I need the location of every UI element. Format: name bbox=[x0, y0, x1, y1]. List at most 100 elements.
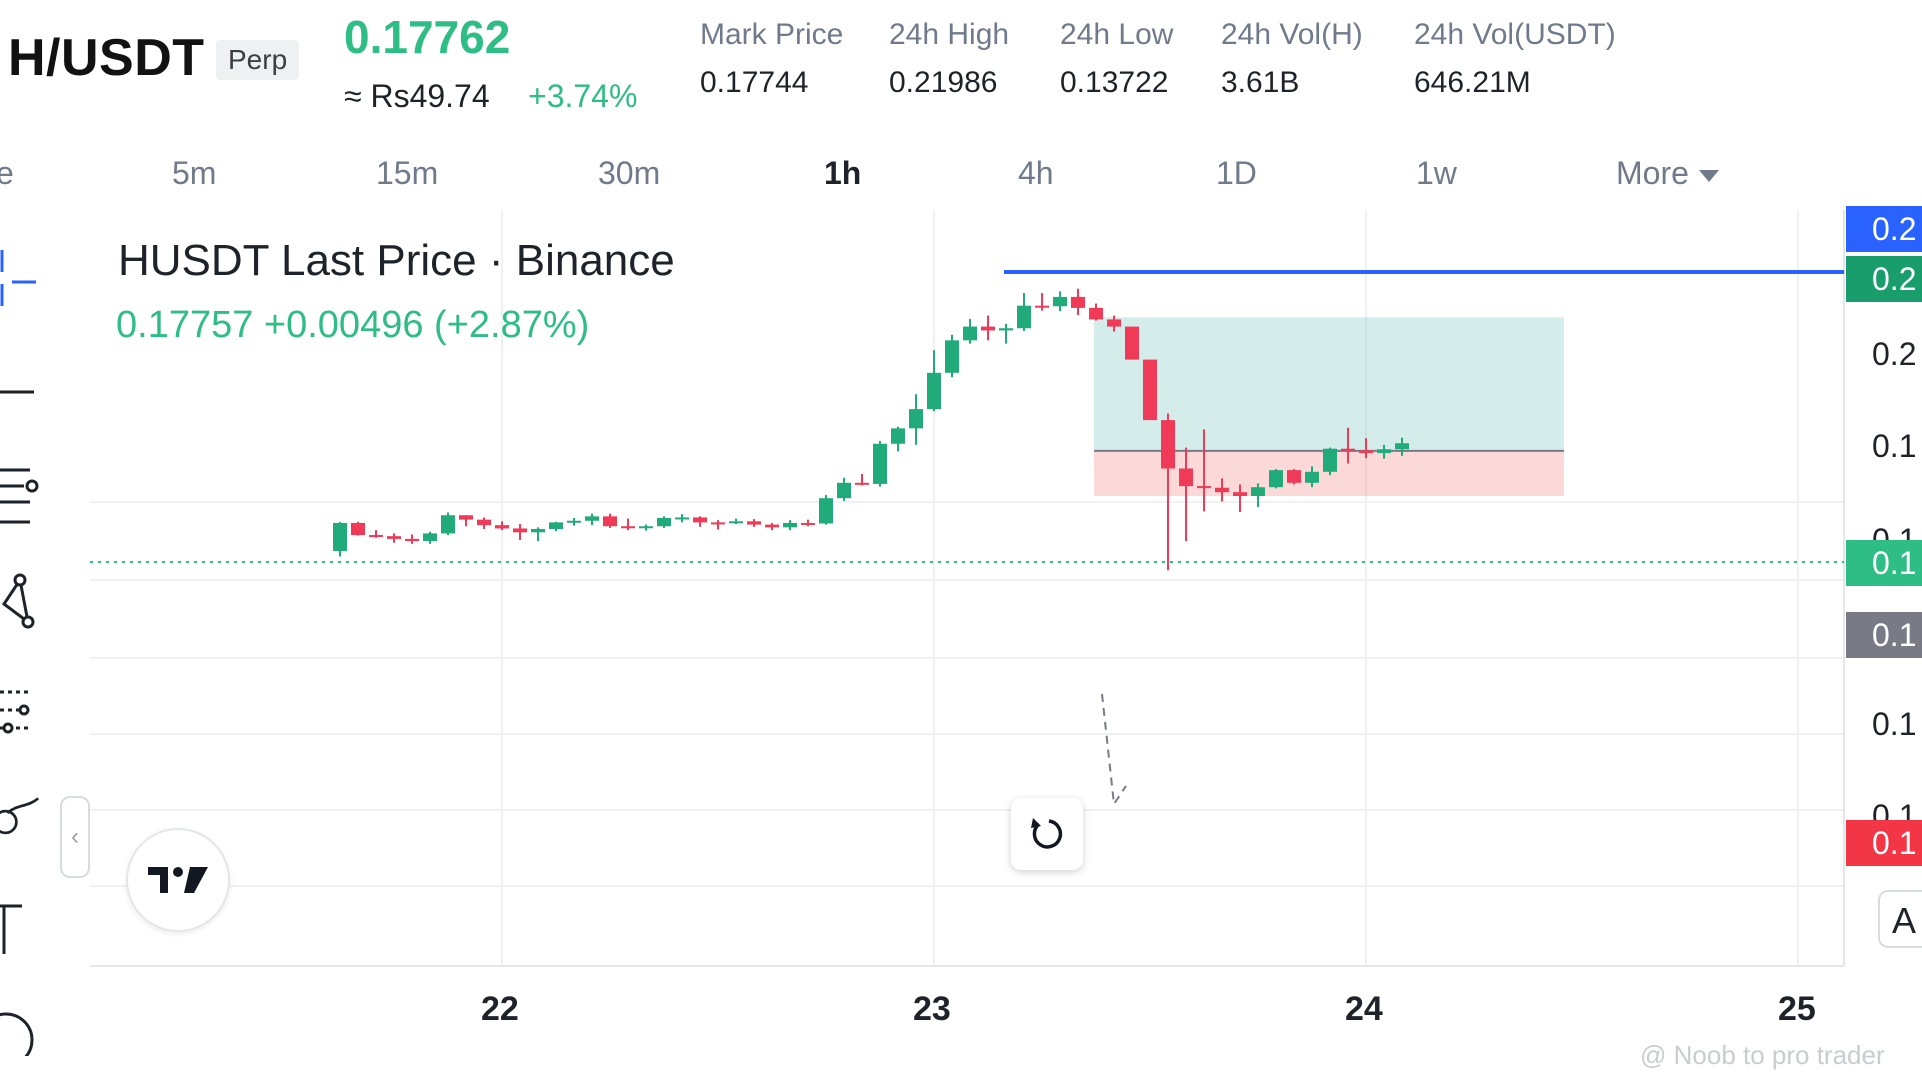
chevron-down-icon bbox=[1698, 169, 1719, 182]
candle-down bbox=[1197, 486, 1211, 489]
candle-down bbox=[1071, 296, 1085, 308]
candle-down bbox=[405, 538, 419, 542]
fib-retracement-icon[interactable] bbox=[0, 462, 40, 532]
tab-1w[interactable]: 1w bbox=[1416, 155, 1457, 191]
candle-up bbox=[945, 340, 959, 373]
pair-symbol[interactable]: H/USDT bbox=[8, 29, 205, 87]
stat-value: 646.21M bbox=[1414, 66, 1531, 99]
trend-line-icon[interactable] bbox=[0, 378, 40, 408]
candle-up bbox=[1053, 296, 1067, 307]
candle-down bbox=[747, 521, 761, 525]
stat-label: Mark Price bbox=[700, 18, 844, 51]
candle-down bbox=[513, 528, 527, 533]
stat-24h-vol-base: 24h Vol(H) 3.61B bbox=[1221, 18, 1363, 100]
stat-value: 3.61B bbox=[1221, 66, 1300, 99]
brush-icon[interactable] bbox=[0, 792, 40, 852]
candle-up bbox=[927, 372, 941, 410]
candle-down bbox=[603, 516, 617, 527]
stat-label: 24h Vol(H) bbox=[1221, 18, 1363, 51]
candle-down bbox=[351, 522, 365, 536]
price-chart[interactable] bbox=[90, 210, 1850, 1000]
candle-down bbox=[711, 522, 725, 525]
candle-up bbox=[1251, 487, 1265, 496]
candle-up bbox=[783, 522, 797, 528]
stat-mark-price: Mark Price 0.17744 bbox=[700, 18, 843, 100]
candle-down bbox=[1125, 326, 1139, 360]
x-axis-label: 25 bbox=[1778, 990, 1816, 1028]
tab-1h[interactable]: 1h bbox=[824, 155, 862, 191]
candle-down bbox=[1233, 492, 1247, 496]
candle-down bbox=[1143, 359, 1157, 421]
candle-down bbox=[1035, 305, 1049, 308]
candle-down bbox=[1341, 448, 1355, 451]
candle-down bbox=[1215, 487, 1229, 493]
stat-24h-high: 24h High 0.21986 bbox=[889, 18, 1009, 100]
change-percent: +3.74% bbox=[528, 78, 638, 114]
candle-up bbox=[819, 498, 833, 524]
tab-5m[interactable]: 5m bbox=[172, 155, 217, 191]
more-timeframes-button[interactable]: More bbox=[1616, 155, 1719, 192]
collapse-toolbar-button[interactable]: ‹ bbox=[60, 796, 90, 878]
candle-down bbox=[459, 515, 473, 520]
candle-up bbox=[729, 521, 743, 524]
stat-value: 0.21986 bbox=[889, 66, 998, 99]
candle-up bbox=[675, 517, 689, 520]
tab-4h[interactable]: 4h bbox=[1018, 155, 1054, 191]
price-badge-current: 0.1 bbox=[1846, 540, 1922, 586]
candle-up bbox=[909, 409, 923, 429]
candle-up bbox=[873, 443, 887, 484]
price-badge-stop: 0.1 bbox=[1846, 820, 1922, 866]
candle-up bbox=[567, 520, 581, 523]
candle-up bbox=[1377, 449, 1391, 454]
stat-24h-vol-usdt: 24h Vol(USDT) 646.21M bbox=[1414, 18, 1616, 100]
price-badge-entry: 0.1 bbox=[1846, 612, 1922, 658]
stat-label: 24h High bbox=[889, 18, 1010, 51]
candle-up bbox=[1323, 448, 1337, 472]
candle-down bbox=[981, 326, 995, 331]
candle-down bbox=[801, 522, 815, 525]
last-price: 0.17762 bbox=[344, 11, 511, 63]
stat-value: 0.13722 bbox=[1060, 66, 1169, 99]
candle-up bbox=[837, 482, 851, 499]
auto-scale-button[interactable]: A bbox=[1878, 890, 1922, 948]
tab-30m[interactable]: 30m bbox=[598, 155, 661, 191]
price-badge-target: 0.2 bbox=[1846, 256, 1922, 302]
stat-label: 24h Vol(USDT) bbox=[1414, 18, 1616, 51]
candle-down bbox=[1287, 470, 1301, 483]
candle-down bbox=[693, 517, 707, 523]
candle-down bbox=[387, 536, 401, 539]
candle-up bbox=[999, 328, 1013, 331]
more-label: More bbox=[1616, 155, 1689, 191]
prediction-icon[interactable] bbox=[0, 684, 40, 744]
measure-icon[interactable] bbox=[0, 1006, 40, 1056]
candle-down bbox=[477, 519, 491, 526]
candle-up bbox=[1395, 443, 1409, 450]
candle-up bbox=[1269, 470, 1283, 488]
x-axis-label: 23 bbox=[913, 990, 951, 1028]
tab-15m[interactable]: 15m bbox=[376, 155, 439, 191]
candle-down bbox=[1089, 307, 1103, 320]
tab-partial[interactable]: e bbox=[0, 155, 14, 191]
crosshair-icon[interactable] bbox=[0, 246, 40, 316]
text-icon[interactable] bbox=[0, 900, 40, 960]
watermark: @ Noob to pro trader bbox=[1640, 1040, 1885, 1070]
price-axis-label: 0.2 bbox=[1872, 336, 1917, 372]
candle-up bbox=[441, 515, 455, 534]
candle-down bbox=[1179, 468, 1193, 487]
candle-up bbox=[639, 526, 653, 529]
candle-down bbox=[1107, 319, 1121, 327]
x-axis-label: 22 bbox=[481, 990, 519, 1028]
candle-down bbox=[1359, 450, 1373, 454]
x-axis-label: 24 bbox=[1345, 990, 1383, 1028]
candle-down bbox=[1161, 420, 1175, 469]
rotate-icon bbox=[1031, 818, 1063, 849]
reset-chart-button[interactable] bbox=[1011, 798, 1083, 870]
candle-up bbox=[657, 518, 671, 527]
pattern-icon[interactable] bbox=[0, 572, 40, 632]
tab-1d[interactable]: 1D bbox=[1216, 155, 1257, 191]
candle-up bbox=[1017, 305, 1031, 329]
candle-down bbox=[621, 526, 635, 529]
candle-down bbox=[855, 482, 869, 485]
candle-up bbox=[585, 516, 599, 521]
tradingview-logo-icon bbox=[148, 867, 208, 893]
